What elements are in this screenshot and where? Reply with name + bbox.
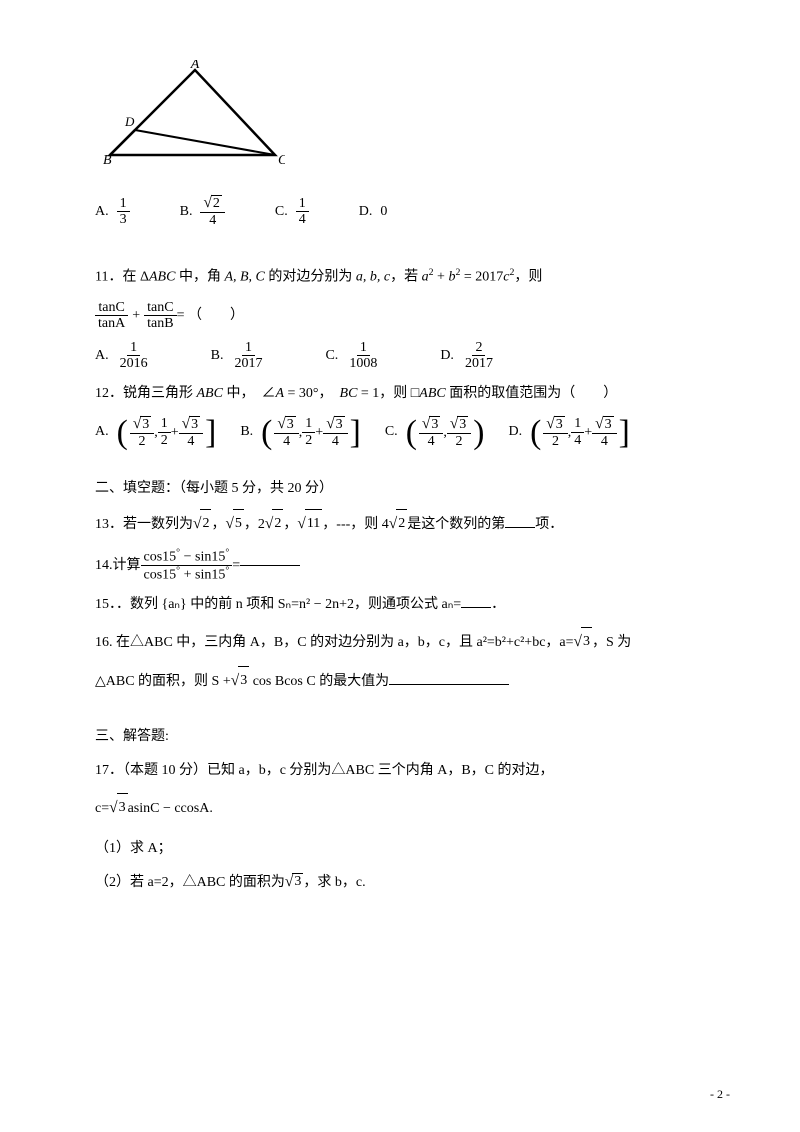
q10-options: A. 13 B. √2 4 C. 14 D. 0: [95, 195, 730, 228]
q14-blank: [240, 565, 300, 566]
q16-line2: △ABC 的面积，则 S +√3 cos Bcos C 的最大值为: [95, 666, 730, 697]
q10-opt-a: A. 13: [95, 196, 130, 228]
q17-line1: 17．（本题 10 分）已知 a，b，c 分别为△ABC 三个内角 A，B，C …: [95, 757, 730, 785]
q11-options: A. 12016 B. 12017 C. 11008 D. 22017: [95, 340, 730, 372]
q11-expr: tanCtanA + tanCtanB = （ ）: [95, 300, 730, 332]
q12-opt-a: A. ( √32,12+√34 ]: [95, 416, 216, 450]
svg-text:A: A: [190, 60, 200, 72]
q12-options: A. ( √32,12+√34 ] B. ( √34,12+√34 ] C.: [95, 416, 730, 450]
q11-opt-b: B. 12017: [211, 340, 266, 372]
q10-opt-b: B. √2 4: [180, 195, 225, 228]
triangle-figure: A B C D: [95, 60, 730, 175]
q11-opt-a: A. 12016: [95, 340, 151, 372]
page-number: - 2 -: [710, 1087, 730, 1102]
q11-opt-c: C. 11008: [325, 340, 380, 372]
q11-stem: 11．在 ΔABC 中，角 A, B, C 的对边分别为 a, b, c，若 a…: [95, 263, 730, 292]
svg-text:D: D: [124, 114, 135, 129]
q12-opt-b: B. ( √34,12+√34 ]: [240, 416, 361, 450]
q17-sub2: （2）若 a=2，△ABC 的面积为√3，求 b，c.: [95, 871, 730, 891]
section3-heading: 三、解答题:: [95, 725, 730, 745]
q10-opt-d: D. 0: [359, 204, 388, 220]
section2-heading: 二、填空题：（每小题 5 分，共 20 分）: [95, 477, 730, 497]
q11-opt-d: D. 22017: [440, 340, 496, 372]
q12-opt-d: D. ( √32,14+√34 ]: [508, 416, 629, 450]
svg-text:C: C: [278, 153, 285, 168]
q16-blank: [389, 684, 509, 685]
q17-sub1: （1）求 A；: [95, 837, 730, 857]
q14: 14. 计算 cos15° − sin15° cos15° + sin15° =: [95, 548, 730, 583]
q15: 15．．数列 {aₙ} 中的前 n 项和 Sₙ=n² − 2n+2，则通项公式 …: [95, 591, 730, 619]
q17-line2: c=√3asinC − ccosA.: [95, 793, 730, 824]
q12-stem: 12．锐角三角形 ABC 中， ∠A = 30°， BC = 1，则 □ABC …: [95, 380, 730, 408]
q10-opt-c: C. 14: [275, 196, 309, 228]
q13-blank: [505, 527, 535, 528]
q13: 13．若一数列为√2，√5，2√2，√11，---，则 4√2是这个数列的第项．: [95, 509, 730, 540]
q15-blank: [461, 607, 491, 608]
svg-text:B: B: [103, 153, 112, 168]
q16-line1: 16. 在△ABC 中，三内角 A，B，C 的对边分别为 a，b，c，且 a²=…: [95, 627, 730, 658]
q12-opt-c: C. ( √34,√32 ): [385, 416, 485, 450]
